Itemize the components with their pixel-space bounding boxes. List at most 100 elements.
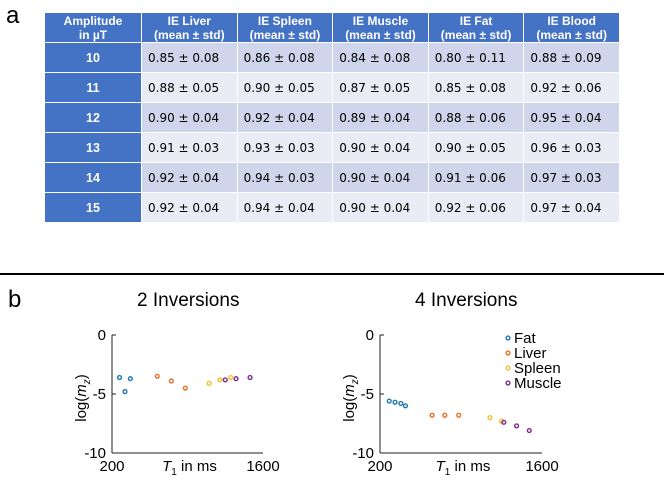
- c1-x-tick-label: 200: [367, 458, 392, 475]
- point-muscle: [526, 427, 532, 434]
- point-muscle: [513, 423, 520, 429]
- cell-ie-blood: 0.92 ± 0.06: [523, 72, 620, 103]
- table-row: 10 0.85 ± 0.08 0.86 ± 0.08 0.84 ± 0.08 0…: [44, 42, 620, 73]
- cell-ie-fat: 0.92 ± 0.06: [427, 192, 525, 223]
- table-header-row: Amplitude in µT IE Liver (mean ± std) IE S…: [44, 12, 620, 43]
- cell-amplitude: 14: [44, 162, 142, 193]
- cell-ie-liver: 0.88 ± 0.05: [141, 72, 238, 103]
- cell-ie-fat: 0.85 ± 0.08: [427, 72, 525, 103]
- legend-label-muscle: Muscle: [514, 375, 562, 392]
- cell-ie-muscle: 0.87 ± 0.05: [332, 72, 429, 103]
- cell-ie-spleen: 0.86 ± 0.08: [236, 42, 334, 73]
- c1-y-tick-label: -5: [361, 386, 374, 403]
- point-spleen: [217, 377, 223, 383]
- point-muscle: [501, 419, 507, 425]
- point-fat: [392, 399, 398, 405]
- legend-marker-muscle: [505, 380, 511, 386]
- header-ie-spleen-line2: (mean ± std): [249, 27, 321, 42]
- cell-ie-spleen: 0.94 ± 0.04: [236, 192, 334, 223]
- panel-divider: [0, 273, 664, 275]
- cell-ie-spleen: 0.90 ± 0.05: [236, 72, 334, 103]
- point-muscle: [247, 374, 253, 381]
- header-ie-muscle: IE Muscle (mean ± std): [332, 12, 429, 43]
- cell-amplitude: 10: [44, 42, 142, 73]
- cell-ie-muscle: 0.90 ± 0.04: [332, 132, 429, 163]
- header-ie-fat: IE Fat (mean ± std): [427, 12, 525, 43]
- header-ie-muscle-line2: (mean ± std): [345, 27, 416, 42]
- c0-x-tick-label: 200: [99, 458, 124, 475]
- header-ie-fat-line1: IE Fat: [459, 13, 493, 28]
- point-fat: [402, 403, 409, 409]
- cell-ie-spleen: 0.94 ± 0.03: [236, 162, 334, 193]
- legend-marker-spleen: [505, 365, 511, 371]
- table-row: 14 0.92 ± 0.04 0.94 ± 0.03 0.90 ± 0.04 0…: [44, 162, 620, 193]
- cell-ie-blood: 0.97 ± 0.04: [523, 192, 620, 223]
- header-ie-blood: IE Blood (mean ± std): [523, 12, 620, 43]
- header-ie-spleen-line1: IE Spleen: [257, 13, 312, 28]
- cell-ie-muscle: 0.84 ± 0.08: [332, 42, 429, 73]
- header-ie-blood-line2: (mean ± std): [536, 27, 607, 42]
- cell-amplitude: 13: [44, 132, 142, 163]
- cell-amplitude: 12: [44, 102, 142, 133]
- cell-ie-muscle: 0.90 ± 0.04: [332, 192, 429, 223]
- c1-y-axis-label: log(mz): [341, 374, 361, 422]
- c0-y-axis-label: log(mz): [73, 374, 93, 422]
- table-row: 12 0.90 ± 0.04 0.92 ± 0.04 0.89 ± 0.04 0…: [44, 102, 620, 133]
- point-spleen: [206, 380, 212, 386]
- chart-title-2-inversions: 2 Inversions: [137, 290, 240, 311]
- legend-marker-fat: [505, 335, 511, 341]
- point-fat: [398, 400, 404, 407]
- panel-label-b: b: [8, 286, 22, 313]
- header-ie-liver: IE Liver (mean ± std): [141, 12, 238, 43]
- header-ie-liver-line2: (mean ± std): [154, 27, 225, 42]
- c0-x-axis-label: T1 in ms: [162, 458, 217, 478]
- header-amplitude-line1: Amplitude: [63, 13, 123, 28]
- c0-x-tick-label: 1600: [246, 458, 279, 475]
- point-liver: [168, 378, 174, 384]
- cell-ie-liver: 0.85 ± 0.08: [141, 42, 238, 73]
- point-liver: [154, 373, 160, 379]
- c1-x-tick-label: 1600: [525, 458, 558, 475]
- point-muscle: [233, 376, 239, 382]
- cell-ie-liver: 0.92 ± 0.04: [141, 192, 238, 223]
- cell-ie-fat: 0.91 ± 0.06: [427, 162, 525, 193]
- point-liver: [442, 412, 448, 418]
- cell-ie-blood: 0.96 ± 0.03: [523, 132, 620, 163]
- c1-x-axis-label: T1 in ms: [436, 458, 491, 478]
- cell-ie-blood: 0.88 ± 0.09: [523, 42, 620, 73]
- point-fat: [122, 389, 128, 395]
- point-liver: [429, 412, 435, 418]
- header-ie-muscle-line1: IE Muscle: [352, 13, 409, 28]
- point-liver: [456, 412, 462, 418]
- point-liver: [182, 385, 188, 391]
- header-ie-spleen: IE Spleen (mean ± std): [236, 12, 334, 43]
- cell-ie-blood: 0.97 ± 0.03: [523, 162, 620, 193]
- point-fat: [127, 376, 133, 382]
- cell-ie-fat: 0.80 ± 0.11: [427, 42, 525, 73]
- header-ie-liver-line1: IE Liver: [167, 13, 211, 28]
- point-spleen: [487, 415, 493, 421]
- c0-y-tick-label: -5: [93, 386, 106, 403]
- legend-marker-liver: [505, 350, 511, 356]
- cell-ie-spleen: 0.92 ± 0.04: [236, 102, 334, 133]
- c1-y-tick-label: 0: [366, 327, 374, 344]
- cell-ie-muscle: 0.89 ± 0.04: [332, 102, 429, 133]
- legend-label-liver: Liver: [514, 345, 547, 362]
- c1-y-tick-label: -10: [352, 445, 374, 462]
- cell-ie-blood: 0.95 ± 0.04: [523, 102, 620, 133]
- panel-label-a: a: [6, 2, 20, 29]
- legend-label-fat: Fat: [514, 330, 537, 347]
- c0-y-tick-label: -10: [84, 445, 106, 462]
- cell-ie-fat: 0.90 ± 0.05: [427, 132, 525, 163]
- ie-table: Amplitude in µT IE Liver (mean ± std) IE S…: [44, 12, 620, 223]
- header-ie-fat-line2: (mean ± std): [440, 27, 512, 42]
- point-fat: [116, 374, 123, 381]
- cell-amplitude: 11: [44, 72, 142, 103]
- header-ie-blood-line1: IE Blood: [547, 13, 597, 28]
- cell-ie-muscle: 0.90 ± 0.04: [332, 162, 429, 193]
- point-muscle: [222, 377, 228, 383]
- header-amplitude-line2: in µT: [78, 27, 108, 42]
- table-row: 15 0.92 ± 0.04 0.94 ± 0.04 0.90 ± 0.04 0…: [44, 192, 620, 223]
